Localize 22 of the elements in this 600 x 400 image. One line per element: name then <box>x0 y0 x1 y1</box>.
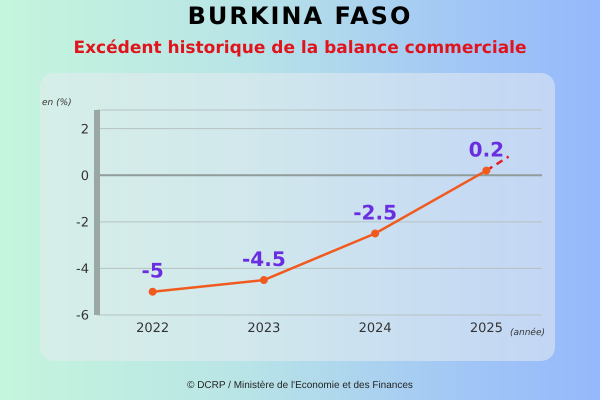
point <box>260 276 268 284</box>
data-label: -5 <box>142 258 164 283</box>
chart-subtitle: Excédent historique de la balance commerciale <box>72 38 528 58</box>
point <box>482 166 490 175</box>
point <box>371 229 380 238</box>
point <box>148 288 157 296</box>
y-tick-label: 0 <box>80 168 89 184</box>
x-tick-label: 2022 <box>136 321 170 336</box>
x-tick-label: 2025 <box>470 321 503 336</box>
y-tick-label: -2 <box>76 215 89 230</box>
x-tick-label: 2023 <box>247 321 280 336</box>
x-tick-label: 2024 <box>358 321 392 336</box>
y-tick-label: -6 <box>76 308 89 324</box>
data-label: 0.2 <box>468 138 504 162</box>
y-tick-label: -4 <box>76 262 89 278</box>
text: © DCRP / Ministère de l'Economie et des Finances <box>186 380 414 391</box>
y-tick-label: 2 <box>80 122 89 138</box>
data-label: -2.5 <box>353 200 397 224</box>
y-axis-title: en (%) <box>42 98 72 108</box>
chart-title: BURKINA FASO <box>186 2 414 30</box>
x-axis-title: (année) <box>510 328 546 338</box>
data-label: -4.5 <box>242 247 286 272</box>
